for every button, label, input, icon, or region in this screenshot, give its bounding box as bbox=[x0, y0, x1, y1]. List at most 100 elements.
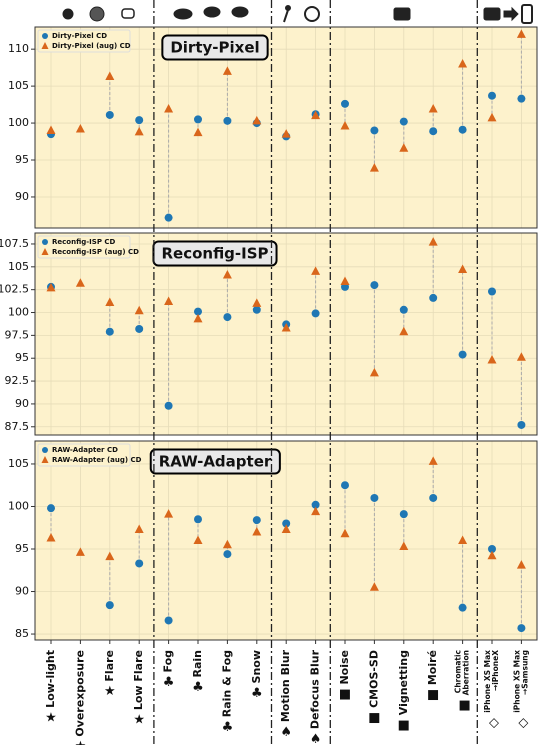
point bbox=[282, 519, 291, 528]
x-tick-label: iPhone XS Max→iPhoneX bbox=[483, 650, 500, 713]
point bbox=[193, 313, 203, 323]
point bbox=[311, 266, 321, 275]
x-tick-label: iPhone XS Max→Samsung bbox=[512, 650, 529, 713]
x-label-symbol: ♣ bbox=[192, 680, 204, 695]
x-label-group: Noise ■ bbox=[338, 650, 351, 702]
point bbox=[105, 110, 114, 119]
point bbox=[105, 327, 114, 336]
point bbox=[458, 350, 467, 359]
x-label-symbol: ♣ bbox=[222, 720, 234, 735]
y-tick-label: 90 bbox=[15, 585, 29, 598]
x-label-symbol: ♣ bbox=[163, 675, 175, 690]
point bbox=[429, 293, 438, 302]
point bbox=[164, 104, 174, 113]
point bbox=[428, 237, 438, 246]
point bbox=[164, 616, 173, 625]
legend-label: RAW-Adapter CD bbox=[52, 446, 118, 454]
x-label-group: CMOS-SD ■ bbox=[367, 650, 380, 725]
x-label-group: Motion Blur ♠ bbox=[279, 649, 292, 740]
point bbox=[517, 624, 526, 633]
legend-box bbox=[37, 443, 131, 467]
point bbox=[341, 99, 349, 108]
point bbox=[134, 524, 144, 533]
x-label-group: Overexposure ★ bbox=[73, 650, 86, 745]
x-label-group: Defocus Blur ♠ bbox=[309, 649, 322, 745]
x-tick-label: Flare bbox=[103, 650, 116, 682]
x-label-symbol: ■ bbox=[339, 687, 351, 702]
point bbox=[370, 281, 379, 290]
point bbox=[47, 504, 55, 513]
point bbox=[458, 125, 467, 134]
point bbox=[487, 112, 497, 122]
point bbox=[193, 127, 203, 137]
point bbox=[194, 515, 202, 524]
point bbox=[194, 307, 202, 316]
y-tick-label: 95 bbox=[15, 153, 29, 166]
x-tick-label: Moiré bbox=[426, 650, 439, 685]
point bbox=[340, 528, 350, 538]
x-tick-label: Defocus Blur bbox=[309, 649, 322, 729]
x-label-group: Rain ♣ bbox=[191, 650, 204, 695]
x-tick-label: Rain & Fog bbox=[220, 650, 233, 717]
x-label-symbol: ■ bbox=[427, 688, 439, 703]
panel-title: Reconfig-ISP bbox=[161, 245, 268, 263]
x-label-group: iPhone XS Max→Samsung ◇ bbox=[512, 650, 529, 731]
point bbox=[488, 545, 496, 554]
y-tick-label: 100 bbox=[8, 499, 29, 512]
exposure-icon bbox=[89, 6, 105, 22]
x-label-group: Low Flare ★ bbox=[132, 650, 145, 728]
x-label-group: Flare ★ bbox=[103, 650, 116, 699]
x-label-symbol: ♠ bbox=[310, 732, 322, 745]
point bbox=[46, 282, 56, 292]
point bbox=[341, 481, 349, 490]
y-tick-label: 107.5 bbox=[0, 237, 29, 250]
legend-marker bbox=[41, 42, 49, 49]
legend-label: Reconfig-ISP CD bbox=[52, 238, 116, 246]
y-tick-label: 95 bbox=[15, 542, 29, 555]
cloud-icon bbox=[173, 8, 193, 20]
point bbox=[164, 296, 174, 306]
point bbox=[223, 313, 232, 322]
point bbox=[458, 264, 468, 274]
x-tick-label: Overexposure bbox=[73, 650, 86, 737]
legend-label: Dirty-Pixel (aug) CD bbox=[52, 42, 131, 50]
legend-box bbox=[37, 235, 131, 259]
x-label-symbol: ★ bbox=[133, 713, 145, 728]
y-tick-label: 105 bbox=[8, 457, 29, 470]
x-tick-label: Vignetting bbox=[397, 650, 410, 715]
point bbox=[75, 278, 85, 287]
point bbox=[252, 298, 262, 307]
panel-title: Dirty-Pixel bbox=[170, 39, 259, 57]
motion-icon-body bbox=[283, 9, 289, 23]
point bbox=[164, 401, 173, 410]
point bbox=[135, 324, 144, 333]
panel-title: RAW-Adapter bbox=[159, 453, 272, 471]
point bbox=[399, 117, 408, 126]
point bbox=[281, 323, 291, 332]
x-label-symbol: ◇ bbox=[489, 715, 499, 730]
x-label-group: Low-light ★ bbox=[44, 650, 57, 725]
aperture-icon bbox=[304, 6, 320, 22]
point bbox=[311, 500, 320, 509]
plot-frame bbox=[34, 26, 538, 229]
point bbox=[311, 506, 321, 516]
point bbox=[164, 213, 173, 222]
point bbox=[222, 270, 232, 279]
group-icons bbox=[62, 4, 533, 24]
point bbox=[429, 127, 438, 136]
point bbox=[369, 367, 379, 377]
y-tick-label: 105 bbox=[8, 79, 29, 92]
x-label-symbol: ■ bbox=[398, 718, 410, 733]
legend-marker bbox=[42, 447, 48, 453]
plot-frame bbox=[34, 232, 538, 436]
x-tick-label: CMOS-SD bbox=[367, 650, 380, 708]
y-tick-label: 105 bbox=[8, 260, 29, 273]
x-tick-label: Low Flare bbox=[132, 650, 145, 710]
point bbox=[487, 355, 497, 364]
x-label-group: Fog ♣ bbox=[162, 650, 175, 690]
point bbox=[193, 535, 203, 544]
point bbox=[399, 541, 409, 550]
point bbox=[428, 104, 438, 113]
y-tick-label: 102.5 bbox=[0, 283, 29, 296]
panel-title-box bbox=[161, 34, 269, 61]
